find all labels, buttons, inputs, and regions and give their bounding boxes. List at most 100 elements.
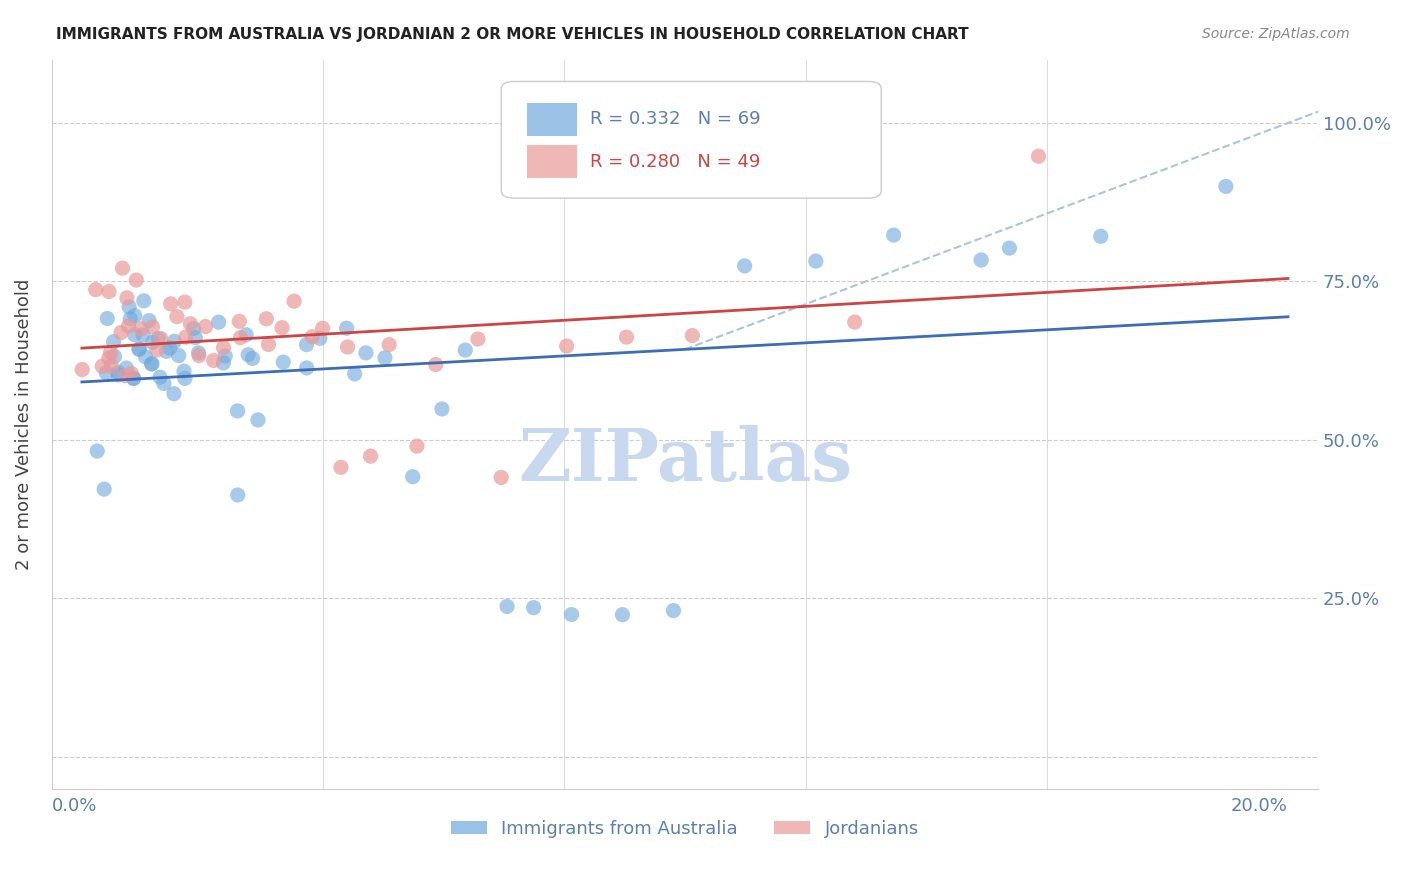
Immigrants from Australia: [235, 327, 257, 342]
Jordanians: [202, 353, 225, 368]
Jordanians: [301, 330, 323, 344]
Immigrants from Australia: [184, 330, 207, 344]
Jordanians: [141, 319, 163, 334]
Jordanians: [735, 146, 758, 161]
Immigrants from Australia: [560, 607, 582, 622]
Immigrants from Australia: [662, 604, 685, 618]
Immigrants from Australia: [132, 293, 155, 308]
Immigrants from Australia: [187, 346, 209, 360]
Jordanians: [100, 359, 122, 374]
Immigrants from Australia: [138, 313, 160, 327]
Text: 20.0%: 20.0%: [1232, 797, 1288, 814]
Jordanians: [212, 341, 235, 355]
Immigrants from Australia: [103, 334, 125, 349]
Jordanians: [1028, 149, 1050, 163]
Immigrants from Australia: [183, 321, 205, 335]
Immigrants from Australia: [295, 360, 318, 375]
Bar: [527, 145, 578, 178]
Text: R = 0.332   N = 69: R = 0.332 N = 69: [591, 111, 761, 128]
Immigrants from Australia: [135, 350, 157, 364]
Immigrants from Australia: [496, 599, 519, 614]
Jordanians: [179, 317, 201, 331]
Jordanians: [115, 291, 138, 305]
Immigrants from Australia: [122, 371, 145, 385]
Jordanians: [149, 332, 172, 346]
Immigrants from Australia: [124, 309, 146, 323]
Immigrants from Australia: [124, 327, 146, 342]
Jordanians: [166, 310, 188, 324]
Jordanians: [70, 362, 93, 376]
Jordanians: [489, 470, 512, 484]
Jordanians: [254, 311, 277, 326]
Immigrants from Australia: [214, 349, 236, 363]
Immigrants from Australia: [132, 328, 155, 343]
Immigrants from Australia: [118, 300, 141, 314]
Immigrants from Australia: [173, 364, 195, 378]
Jordanians: [336, 340, 359, 354]
Immigrants from Australia: [128, 342, 150, 356]
Immigrants from Australia: [454, 343, 477, 357]
Jordanians: [467, 332, 489, 346]
Jordanians: [425, 358, 447, 372]
Text: R = 0.280   N = 49: R = 0.280 N = 49: [591, 153, 761, 170]
Immigrants from Australia: [430, 401, 453, 416]
Jordanians: [174, 330, 197, 344]
Immigrants from Australia: [246, 413, 269, 427]
Jordanians: [616, 330, 638, 344]
Immigrants from Australia: [103, 350, 125, 364]
Jordanians: [97, 351, 120, 366]
Jordanians: [111, 261, 134, 276]
Legend: Immigrants from Australia, Jordanians: Immigrants from Australia, Jordanians: [444, 813, 927, 845]
Immigrants from Australia: [402, 469, 425, 483]
Immigrants from Australia: [86, 444, 108, 458]
Jordanians: [100, 345, 122, 359]
Y-axis label: 2 or more Vehicles in Household: 2 or more Vehicles in Household: [15, 278, 32, 570]
Immigrants from Australia: [148, 331, 170, 345]
Immigrants from Australia: [226, 404, 249, 418]
Immigrants from Australia: [998, 241, 1021, 255]
Jordanians: [283, 294, 305, 309]
Text: IMMIGRANTS FROM AUSTRALIA VS JORDANIAN 2 OR MORE VEHICLES IN HOUSEHOLD CORRELATI: IMMIGRANTS FROM AUSTRALIA VS JORDANIAN 2…: [56, 27, 969, 42]
Jordanians: [555, 339, 578, 353]
Jordanians: [257, 337, 280, 351]
Immigrants from Australia: [153, 376, 176, 391]
Immigrants from Australia: [107, 365, 129, 379]
Immigrants from Australia: [149, 370, 172, 384]
Jordanians: [117, 319, 139, 334]
FancyBboxPatch shape: [502, 81, 882, 198]
Immigrants from Australia: [1090, 229, 1112, 244]
Immigrants from Australia: [107, 368, 129, 382]
Immigrants from Australia: [374, 351, 396, 365]
Immigrants from Australia: [343, 367, 366, 381]
Jordanians: [329, 460, 352, 475]
Immigrants from Australia: [128, 343, 150, 357]
Jordanians: [229, 330, 252, 344]
Immigrants from Australia: [163, 386, 186, 401]
Immigrants from Australia: [804, 254, 827, 268]
Immigrants from Australia: [120, 311, 142, 326]
Jordanians: [84, 283, 107, 297]
Jordanians: [271, 320, 294, 334]
Jordanians: [378, 337, 401, 351]
Jordanians: [98, 285, 121, 299]
Immigrants from Australia: [167, 349, 190, 363]
Immigrants from Australia: [159, 341, 181, 355]
Jordanians: [110, 326, 132, 340]
Immigrants from Australia: [523, 600, 546, 615]
Immigrants from Australia: [1215, 179, 1237, 194]
Jordanians: [194, 319, 217, 334]
Immigrants from Australia: [226, 488, 249, 502]
Immigrants from Australia: [271, 355, 294, 369]
Jordanians: [159, 297, 181, 311]
Immigrants from Australia: [354, 346, 377, 360]
Jordanians: [681, 328, 703, 343]
Immigrants from Australia: [236, 348, 259, 362]
Immigrants from Australia: [96, 311, 118, 326]
Jordanians: [114, 368, 136, 383]
Jordanians: [120, 367, 142, 381]
Jordanians: [188, 349, 211, 363]
Immigrants from Australia: [122, 371, 145, 385]
Immigrants from Australia: [141, 357, 163, 371]
Jordanians: [360, 449, 382, 463]
Text: 0.0%: 0.0%: [52, 797, 97, 814]
